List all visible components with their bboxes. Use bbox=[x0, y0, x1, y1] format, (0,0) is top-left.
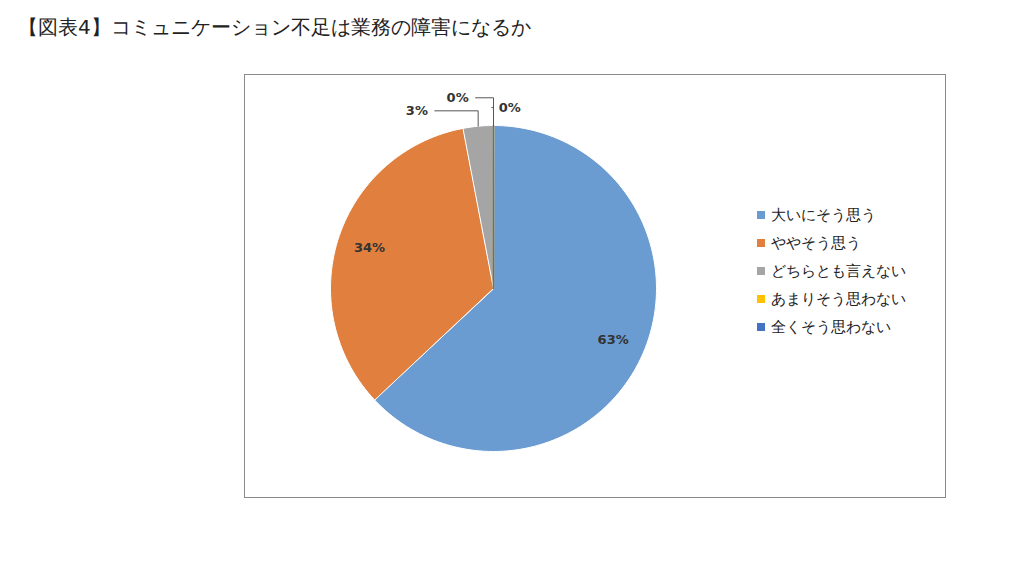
html-text:ややそう思う: ややそう思う bbox=[771, 233, 861, 252]
html-text:全くそう思わない: 全くそう思わない bbox=[771, 317, 891, 336]
html-text:あまりそう思わない: あまりそう思わない bbox=[771, 289, 906, 308]
svg-text:0%: 0% bbox=[447, 90, 469, 105]
svg-text:34%: 34% bbox=[354, 240, 385, 255]
svg-text:63%: 63% bbox=[598, 332, 629, 347]
html-text:どちらとも言えない: どちらとも言えない bbox=[771, 261, 906, 280]
html-text:【図表4】コミュニケーション不足は業務の障害になるか: 【図表4】コミュニケーション不足は業務の障害になるか bbox=[18, 15, 531, 39]
svg-text:3%: 3% bbox=[406, 103, 428, 118]
html-text:大いにそう思う: 大いにそう思う bbox=[771, 205, 876, 224]
svg-text:0%: 0% bbox=[499, 100, 521, 115]
